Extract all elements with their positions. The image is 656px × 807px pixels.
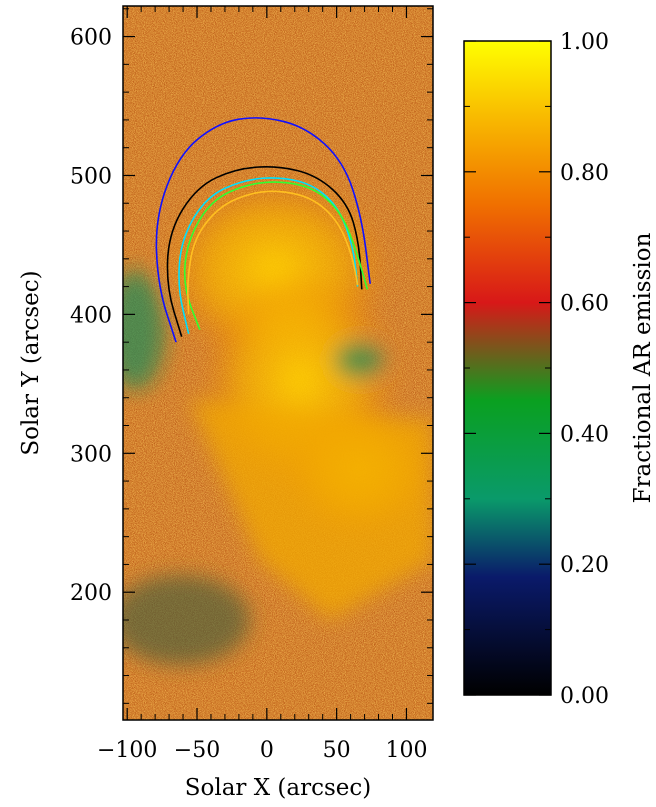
colorbar-tick-label: 0.00 — [560, 684, 609, 709]
colorbar-tick-label: 0.40 — [560, 422, 609, 447]
emission-map — [123, 6, 433, 720]
y-tick-label: 200 — [70, 581, 112, 606]
y-axis-label: Solar Y (arcsec) — [18, 270, 44, 455]
colorbar-tick-label: 0.20 — [560, 553, 609, 578]
x-tick-label: 100 — [385, 738, 427, 763]
x-tick-label: 50 — [323, 738, 351, 763]
loop-line-1 — [166, 166, 363, 337]
colorbar-tick-label: 1.00 — [560, 30, 609, 55]
map-bright-region — [123, 175, 433, 665]
colorbar-label: Fractional AR emission — [630, 232, 656, 503]
y-tick-label: 300 — [70, 442, 112, 467]
x-axis-label: Solar X (arcsec) — [185, 775, 372, 801]
colorbar-ticks: 0.00 0.20 0.40 0.60 0.80 1.00 — [464, 30, 609, 709]
y-tick-label: 600 — [70, 26, 112, 51]
colorbar — [463, 40, 552, 696]
x-tick-label: −100 — [97, 738, 157, 763]
colorbar-tick-label: 0.80 — [560, 161, 609, 186]
field-line-loops — [155, 117, 371, 343]
loop-line-4 — [187, 190, 359, 315]
x-tick-label: −50 — [174, 738, 220, 763]
loop-line-0 — [155, 117, 371, 343]
map-frame — [122, 5, 434, 721]
map-axis-ticks: −100 −50 0 50 100 200 300 400 500 600 — [70, 6, 433, 763]
y-tick-label: 500 — [70, 164, 112, 189]
x-tick-label: 0 — [260, 738, 274, 763]
y-tick-label: 400 — [70, 303, 112, 328]
colorbar-tick-label: 0.60 — [560, 292, 609, 317]
loop-line-3 — [183, 181, 369, 330]
